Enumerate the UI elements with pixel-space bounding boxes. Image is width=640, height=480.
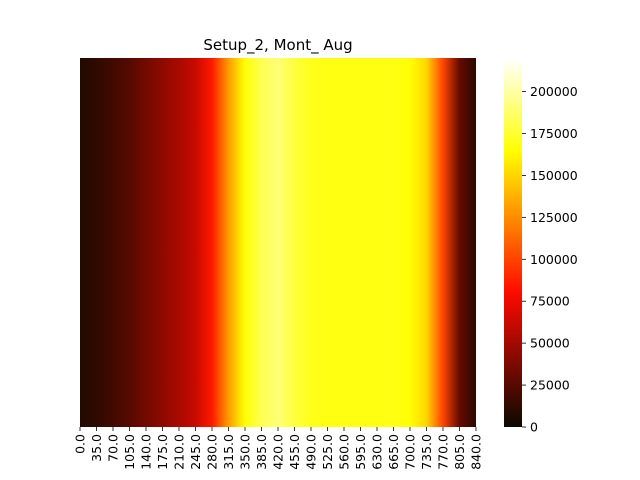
x-tick-label: 805.0 — [452, 434, 467, 470]
colorbar-tick-label: 75000 — [530, 294, 570, 309]
x-axis: 0.0 35.0 70.0 105.0 140.0 175.0 210.0 245.0 280.… — [73, 427, 484, 470]
colorbar-tick-label: 50000 — [530, 336, 570, 351]
x-tick-label: 175.0 — [155, 434, 170, 470]
x-tick-label: 455.0 — [287, 434, 302, 470]
colorbar-tick-label: 0 — [530, 420, 538, 435]
x-tick-label: 0.0 — [73, 434, 88, 454]
x-tick-label: 350.0 — [238, 434, 253, 470]
x-tick-label: 140.0 — [139, 434, 154, 470]
x-tick-label: 560.0 — [337, 434, 352, 470]
colorbar-tick-label: 200000 — [530, 84, 578, 99]
x-tick-label: 630.0 — [370, 434, 385, 470]
x-tick-label: 315.0 — [221, 434, 236, 470]
colorbar-axis: 0 25000 50000 75000 100000 125000 150000 175000… — [522, 84, 578, 435]
x-tick-label: 840.0 — [469, 434, 484, 470]
colorbar-tick-label: 100000 — [530, 252, 578, 267]
x-tick-label: 665.0 — [386, 434, 401, 470]
x-tick-label: 490.0 — [304, 434, 319, 470]
x-tick-label: 700.0 — [403, 434, 418, 470]
colorbar-tick-label: 175000 — [530, 126, 578, 141]
colorbar-tick-label: 25000 — [530, 378, 570, 393]
x-tick-label: 280.0 — [205, 434, 220, 470]
x-tick-label: 105.0 — [122, 434, 137, 470]
x-tick-label: 35.0 — [89, 434, 104, 462]
x-tick-label: 385.0 — [254, 434, 269, 470]
x-tick-label: 210.0 — [172, 434, 187, 470]
colorbar-tick-label: 125000 — [530, 210, 578, 225]
x-tick-label: 525.0 — [320, 434, 335, 470]
colorbar-tick-label: 150000 — [530, 168, 578, 183]
chart-title: Setup_2, Mont_ Aug — [203, 36, 352, 55]
x-tick-label: 770.0 — [436, 434, 451, 470]
x-tick-label: 70.0 — [106, 434, 121, 462]
x-tick-label: 245.0 — [188, 434, 203, 470]
x-tick-label: 420.0 — [271, 434, 286, 470]
heatmap-plot-area — [80, 58, 476, 427]
x-tick-label: 595.0 — [353, 434, 368, 470]
colorbar — [504, 58, 522, 427]
x-tick-label: 735.0 — [419, 434, 434, 470]
